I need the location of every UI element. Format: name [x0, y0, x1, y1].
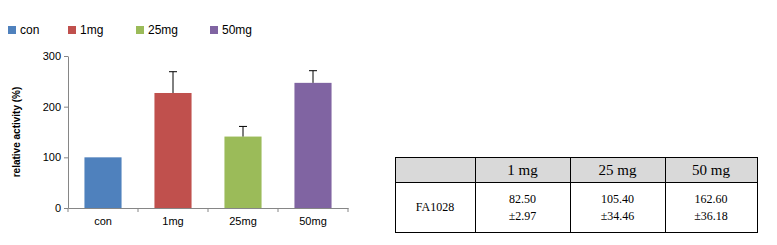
plot-area [84, 71, 331, 208]
x-tick: 25mg [229, 208, 257, 227]
x-separator [278, 208, 279, 212]
y-tick: 200 [43, 101, 68, 113]
bar [294, 83, 331, 208]
table-rule [570, 157, 571, 232]
legend-item: con [8, 23, 39, 37]
table-cell: 105.40 [601, 192, 634, 206]
error-line [173, 72, 174, 93]
bar [224, 137, 261, 208]
x-separator [138, 208, 139, 212]
y-tick-mark [64, 208, 68, 209]
legend-item: 25mg [136, 23, 178, 37]
y-tick-label: 0 [55, 202, 61, 214]
y-axis-line [68, 57, 69, 209]
x-tick: 1mg [162, 208, 183, 227]
y-axis-title: relative activity (%) [11, 87, 22, 178]
table-header-cell: 25 mg [599, 162, 637, 178]
error-cap [169, 71, 177, 72]
legend-item: 50mg [210, 23, 252, 37]
error-bar [309, 71, 317, 83]
x-tick: con [94, 208, 112, 227]
x-tick-label: 50mg [299, 215, 327, 227]
y-tick-label: 100 [43, 151, 61, 163]
table-row-label: FA1028 [416, 200, 454, 214]
error-cap [239, 126, 247, 127]
legend: con 1mg 25mg 50mg [8, 23, 252, 37]
canvas: 0 100 200 300 con 1mg 25mg 50mg relative activit… [0, 0, 777, 245]
bar [154, 93, 191, 208]
legend-label: con [20, 23, 39, 37]
y-tick: 300 [43, 50, 68, 62]
error-line [313, 71, 314, 83]
legend-label: 1mg [80, 23, 103, 37]
y-axis: 0 100 200 300 [43, 50, 69, 214]
table-cell: ±34.46 [601, 209, 635, 223]
y-tick-mark [64, 107, 68, 108]
y-tick-label: 200 [43, 101, 61, 113]
table-header-cell: 50 mg [692, 162, 730, 178]
y-tick: 0 [55, 202, 68, 214]
error-line [243, 126, 244, 136]
table-cell: 82.50 [509, 192, 536, 206]
y-tick-mark [64, 56, 68, 57]
table-rule [475, 157, 476, 232]
x-tick-label: 25mg [229, 215, 257, 227]
table-header-cell: 1 mg [507, 162, 538, 178]
legend-swatch [210, 26, 218, 34]
error-bar [239, 126, 247, 136]
table-header-bg [395, 157, 757, 182]
x-tick: 50mg [299, 208, 327, 227]
table-cell: 162.60 [695, 192, 728, 206]
x-separator [208, 208, 209, 212]
table-border [396, 158, 758, 233]
table-cell: ±36.18 [694, 209, 728, 223]
table-rule [395, 182, 757, 183]
x-tick-label: 1mg [162, 215, 183, 227]
x-axis: con 1mg 25mg 50mg [68, 208, 349, 227]
table-rule [665, 157, 666, 232]
error-cap [309, 70, 317, 71]
legend-label: 50mg [222, 23, 252, 37]
table-cell: ±2.97 [509, 209, 537, 223]
table: 1 mg 25 mg 50 mg FA1028 82.50 ±2.97 105.40 ±34.… [395, 157, 758, 233]
y-tick-label: 300 [43, 50, 61, 62]
x-separator [348, 208, 349, 212]
legend-swatch [68, 26, 76, 34]
error-bar [169, 72, 177, 93]
x-separator [68, 208, 69, 212]
legend-label: 25mg [148, 23, 178, 37]
x-tick-label: con [94, 215, 112, 227]
legend-item: 1mg [68, 23, 103, 37]
legend-swatch [8, 26, 16, 34]
bar [84, 157, 121, 208]
y-tick: 100 [43, 151, 68, 163]
legend-swatch [136, 26, 144, 34]
y-tick-mark [64, 157, 68, 158]
